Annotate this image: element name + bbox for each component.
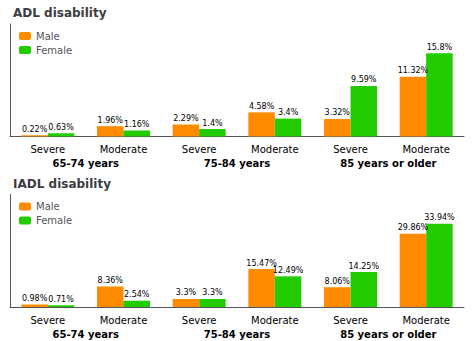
svg-text:11.32%: 11.32% [398,66,429,75]
svg-text:2.29%: 2.29% [173,114,199,123]
svg-text:Female: Female [36,45,72,56]
svg-text:Severe: Severe [182,315,217,326]
svg-text:75-84 years: 75-84 years [204,158,270,169]
svg-text:Severe: Severe [31,144,66,155]
svg-text:75-84 years: 75-84 years [204,329,270,340]
svg-text:8.06%: 8.06% [325,277,351,286]
svg-text:9.59%: 9.59% [351,75,377,84]
svg-text:Male: Male [36,31,60,42]
svg-text:Severe: Severe [31,315,66,326]
svg-text:Severe: Severe [333,144,368,155]
svg-text:65-74 years: 65-74 years [52,158,118,169]
svg-text:8.36%: 8.36% [98,276,124,285]
svg-text:12.49%: 12.49% [273,266,304,275]
svg-text:14.25%: 14.25% [348,262,379,271]
svg-text:3.3%: 3.3% [202,288,223,297]
svg-text:Moderate: Moderate [251,144,299,155]
svg-text:3.32%: 3.32% [325,108,351,117]
svg-text:2.54%: 2.54% [124,290,150,299]
svg-text:1.4%: 1.4% [202,119,223,128]
svg-text:0.98%: 0.98% [22,294,48,303]
svg-text:Moderate: Moderate [100,315,148,326]
svg-text:Moderate: Moderate [251,315,299,326]
svg-text:Moderate: Moderate [402,144,450,155]
svg-text:ADL disability: ADL disability [13,6,107,20]
svg-text:0.63%: 0.63% [48,123,74,132]
svg-text:1.96%: 1.96% [98,116,124,125]
svg-text:Severe: Severe [333,315,368,326]
svg-text:85 years or older: 85 years or older [340,329,436,340]
svg-text:3.4%: 3.4% [278,108,299,117]
svg-text:33.94%: 33.94% [424,213,455,222]
svg-text:Moderate: Moderate [100,144,148,155]
svg-text:29.86%: 29.86% [398,223,429,232]
svg-text:15.47%: 15.47% [246,258,277,268]
svg-text:15.8%: 15.8% [427,43,453,52]
svg-text:Severe: Severe [182,144,217,155]
svg-text:4.58%: 4.58% [249,102,275,111]
svg-text:0.71%: 0.71% [48,295,74,304]
svg-text:Female: Female [36,215,72,226]
svg-text:IADL disability: IADL disability [13,177,111,191]
svg-text:Moderate: Moderate [402,315,450,326]
svg-text:0.22%: 0.22% [22,125,48,134]
svg-text:1.16%: 1.16% [124,120,150,129]
svg-text:3.3%: 3.3% [176,288,197,297]
svg-text:85 years or older: 85 years or older [340,158,436,169]
svg-text:Male: Male [36,201,60,212]
svg-text:65-74 years: 65-74 years [52,329,118,340]
